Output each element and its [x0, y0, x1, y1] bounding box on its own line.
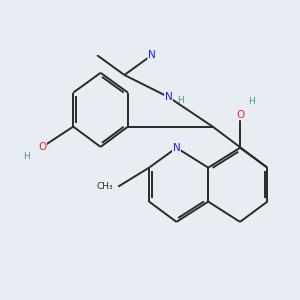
Text: O: O [38, 142, 46, 152]
Text: N: N [172, 143, 180, 153]
Text: H: H [178, 96, 184, 105]
Text: H: H [23, 152, 30, 161]
Text: O: O [236, 110, 244, 120]
Text: CH₃: CH₃ [96, 182, 113, 191]
Text: N: N [165, 92, 172, 102]
Text: H: H [248, 97, 255, 106]
Text: N: N [148, 50, 156, 60]
